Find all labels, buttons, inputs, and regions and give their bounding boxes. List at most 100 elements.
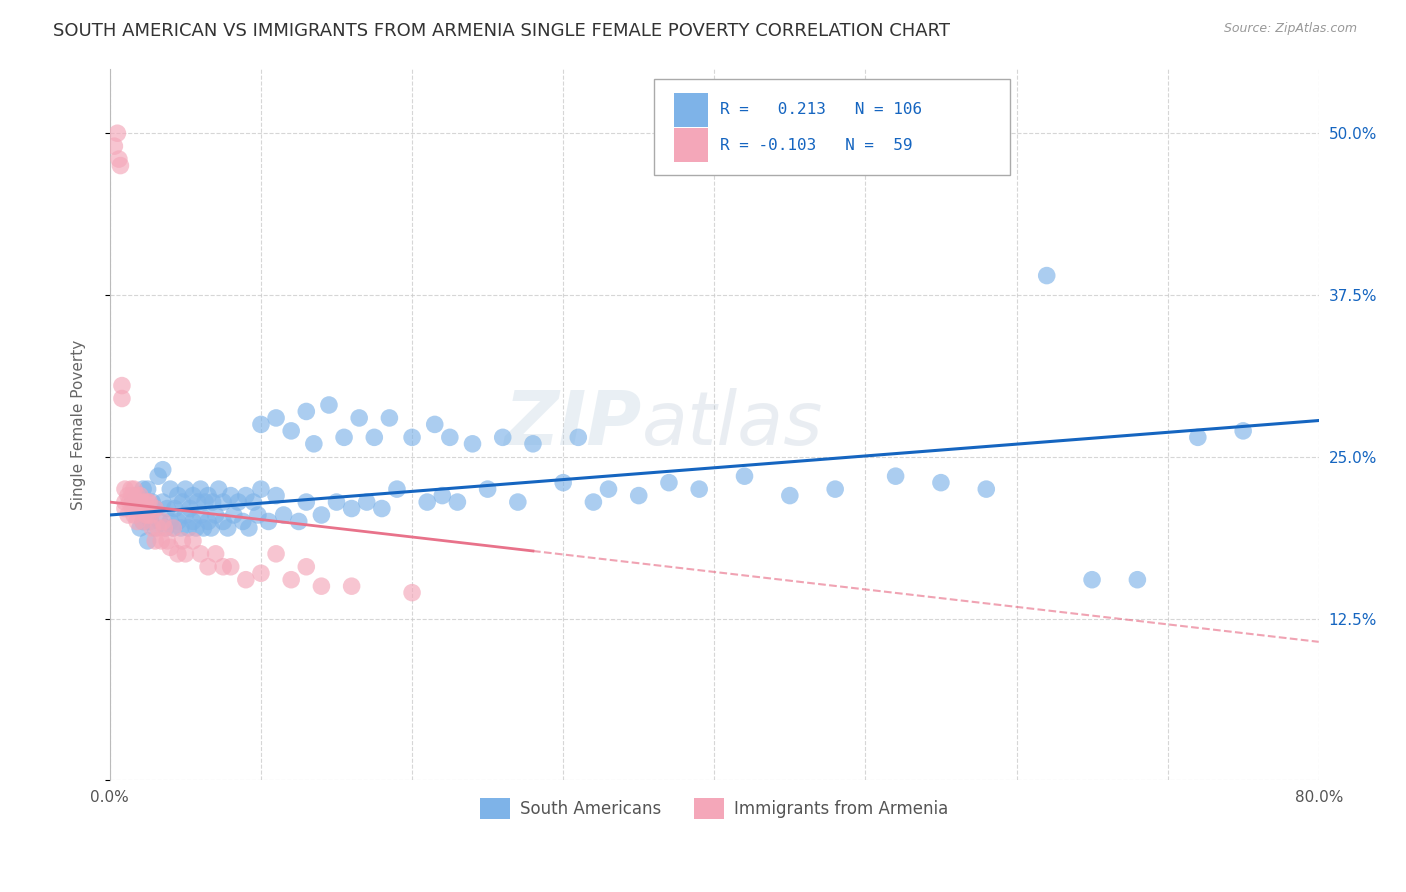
Y-axis label: Single Female Poverty: Single Female Poverty — [72, 339, 86, 509]
Point — [212, 559, 235, 574]
Point — [416, 495, 439, 509]
Point — [477, 482, 499, 496]
Point — [129, 501, 152, 516]
Point — [166, 547, 188, 561]
Point — [110, 159, 132, 173]
Point — [1126, 573, 1149, 587]
Point — [446, 495, 468, 509]
Point — [122, 508, 145, 522]
Point — [432, 489, 454, 503]
Point — [250, 417, 273, 432]
Point — [125, 489, 148, 503]
Point — [688, 482, 710, 496]
Point — [118, 495, 141, 509]
Text: SOUTH AMERICAN VS IMMIGRANTS FROM ARMENIA SINGLE FEMALE POVERTY CORRELATION CHAR: SOUTH AMERICAN VS IMMIGRANTS FROM ARMENI… — [53, 22, 950, 40]
Point — [226, 495, 249, 509]
Point — [143, 501, 166, 516]
Point — [264, 489, 287, 503]
Point — [159, 541, 181, 555]
Point — [197, 515, 219, 529]
Point — [131, 495, 153, 509]
Point — [194, 495, 217, 509]
Point — [217, 521, 239, 535]
Point — [238, 521, 260, 535]
Point — [423, 417, 446, 432]
Point — [148, 521, 170, 535]
Text: R = -0.103   N =  59: R = -0.103 N = 59 — [720, 138, 912, 153]
Point — [139, 515, 162, 529]
Point — [340, 579, 363, 593]
Point — [824, 482, 846, 496]
Point — [356, 495, 378, 509]
Point — [148, 469, 170, 483]
Point — [156, 533, 179, 548]
Point — [103, 139, 125, 153]
Text: ZIP: ZIP — [505, 388, 641, 461]
Point — [318, 398, 340, 412]
Point — [136, 508, 159, 522]
Point — [143, 521, 166, 535]
Point — [141, 521, 163, 535]
Point — [128, 495, 150, 509]
Point — [132, 501, 155, 516]
Point — [378, 411, 401, 425]
Point — [235, 489, 257, 503]
Point — [222, 508, 245, 522]
Point — [179, 501, 201, 516]
Point — [929, 475, 952, 490]
Point — [250, 566, 273, 581]
Point — [582, 495, 605, 509]
Point — [129, 521, 152, 535]
Point — [295, 495, 318, 509]
Point — [208, 482, 231, 496]
Point — [567, 430, 589, 444]
Point — [1187, 430, 1209, 444]
Point — [132, 482, 155, 496]
Point — [121, 495, 143, 509]
Point — [242, 495, 264, 509]
Point — [250, 482, 273, 496]
Point — [136, 533, 159, 548]
Point — [174, 508, 197, 522]
Point — [190, 482, 212, 496]
Point — [492, 430, 515, 444]
Point — [138, 495, 160, 509]
Point — [212, 495, 235, 509]
Point — [150, 533, 173, 548]
Point — [264, 547, 287, 561]
Point — [125, 489, 148, 503]
Point — [172, 533, 194, 548]
Point — [974, 482, 997, 496]
Point — [125, 515, 148, 529]
Point — [134, 495, 156, 509]
Point — [212, 515, 235, 529]
Point — [156, 501, 179, 516]
Point — [152, 495, 174, 509]
Point — [200, 521, 222, 535]
Point — [190, 547, 212, 561]
Point — [136, 495, 159, 509]
FancyBboxPatch shape — [654, 79, 1011, 176]
Point — [295, 404, 318, 418]
Point — [159, 515, 181, 529]
Point — [132, 515, 155, 529]
Bar — [675, 93, 709, 127]
Point — [197, 489, 219, 503]
Point — [333, 430, 356, 444]
Point — [204, 508, 226, 522]
Point — [257, 515, 280, 529]
Point — [174, 547, 197, 561]
Point — [177, 521, 200, 535]
Point — [287, 515, 309, 529]
Point — [135, 508, 157, 522]
Point — [311, 508, 333, 522]
Point — [325, 495, 347, 509]
Point — [553, 475, 575, 490]
Point — [401, 430, 423, 444]
Point — [506, 495, 529, 509]
Point — [129, 489, 152, 503]
Point — [340, 501, 363, 516]
Point — [181, 515, 204, 529]
Point — [186, 495, 208, 509]
Point — [385, 482, 408, 496]
